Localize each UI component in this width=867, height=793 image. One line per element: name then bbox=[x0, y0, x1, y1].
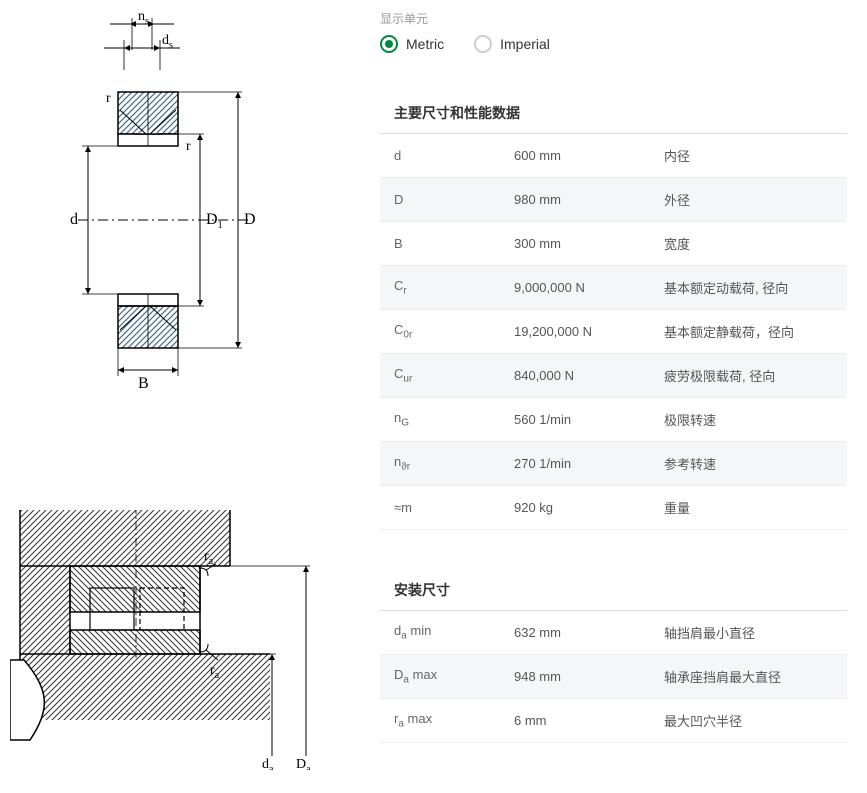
spec-symbol: nϑr bbox=[380, 442, 500, 486]
spec-row: d600 mm内径 bbox=[380, 134, 847, 178]
svg-text:da: da bbox=[262, 757, 274, 770]
spec-description: 基本额定静载荷，径向 bbox=[650, 310, 847, 354]
spec-value: 300 mm bbox=[500, 222, 650, 266]
spec-symbol: Cur bbox=[380, 354, 500, 398]
spec-value: 600 mm bbox=[500, 134, 650, 178]
spec-row: D980 mm外径 bbox=[380, 178, 847, 222]
label-B: B bbox=[138, 375, 149, 390]
unit-label: 显示单元 bbox=[380, 10, 847, 27]
label-r-inner: r bbox=[186, 139, 191, 154]
spec-table: d600 mm内径D980 mm外径B300 mm宽度Cr9,000,000 N… bbox=[380, 134, 847, 530]
spec-description: 轴挡肩最小直径 bbox=[650, 611, 847, 655]
radio-icon bbox=[474, 35, 492, 53]
spec-symbol: ra max bbox=[380, 699, 500, 743]
label-ns: n bbox=[138, 10, 145, 24]
radio-icon bbox=[380, 35, 398, 53]
label-D: D bbox=[244, 211, 256, 228]
unit-selector: Metric Imperial bbox=[380, 35, 847, 53]
spec-value: 560 1/min bbox=[500, 398, 650, 442]
spec-table: da min632 mm轴挡肩最小直径Da max948 mm轴承座挡肩最大直径… bbox=[380, 611, 847, 743]
spec-value: 980 mm bbox=[500, 178, 650, 222]
label-D1-sub: 1 bbox=[218, 220, 223, 231]
spec-description: 宽度 bbox=[650, 222, 847, 266]
label-da-sub: a bbox=[269, 764, 274, 770]
unit-radio-imperial[interactable]: Imperial bbox=[474, 35, 550, 53]
spec-row: nϑr270 1/min参考转速 bbox=[380, 442, 847, 486]
label-ds: d bbox=[162, 33, 169, 48]
spec-value: 920 kg bbox=[500, 486, 650, 530]
spec-symbol: D bbox=[380, 178, 500, 222]
spec-row: B300 mm宽度 bbox=[380, 222, 847, 266]
spec-value: 270 1/min bbox=[500, 442, 650, 486]
spec-section: 主要尺寸和性能数据d600 mm内径D980 mm外径B300 mm宽度Cr9,… bbox=[380, 93, 847, 530]
label-ds-sub: s bbox=[169, 40, 173, 51]
spec-value: 632 mm bbox=[500, 611, 650, 655]
spec-symbol: da min bbox=[380, 611, 500, 655]
spec-symbol: B bbox=[380, 222, 500, 266]
spec-symbol: Cr bbox=[380, 266, 500, 310]
spec-row: ≈m920 kg重量 bbox=[380, 486, 847, 530]
section-title: 主要尺寸和性能数据 bbox=[380, 93, 847, 134]
spec-symbol: ≈m bbox=[380, 486, 500, 530]
label-ra-2-sub: a bbox=[215, 670, 220, 681]
spec-symbol: C0r bbox=[380, 310, 500, 354]
spec-value: 6 mm bbox=[500, 699, 650, 743]
label-ns-sub: s bbox=[145, 16, 149, 27]
label-D1: D bbox=[206, 211, 218, 228]
spec-description: 疲劳极限载荷, 径向 bbox=[650, 354, 847, 398]
spec-description: 外径 bbox=[650, 178, 847, 222]
spec-description: 轴承座挡肩最大直径 bbox=[650, 655, 847, 699]
spec-section: 安装尺寸da min632 mm轴挡肩最小直径Da max948 mm轴承座挡肩… bbox=[380, 570, 847, 743]
unit-radio-metric[interactable]: Metric bbox=[380, 35, 444, 53]
spec-symbol: d bbox=[380, 134, 500, 178]
label-da: d bbox=[262, 757, 269, 770]
spec-row: Da max948 mm轴承座挡肩最大直径 bbox=[380, 655, 847, 699]
spec-row: Cur840,000 N疲劳极限载荷, 径向 bbox=[380, 354, 847, 398]
spec-row: C0r19,200,000 N基本额定静载荷，径向 bbox=[380, 310, 847, 354]
label-ra-1-sub: a bbox=[209, 556, 214, 567]
spec-description: 内径 bbox=[650, 134, 847, 178]
mounting-dimensions-diagram: ra ra da Da bbox=[10, 510, 340, 770]
spec-description: 重量 bbox=[650, 486, 847, 530]
spec-value: 948 mm bbox=[500, 655, 650, 699]
spec-description: 最大凹穴半径 bbox=[650, 699, 847, 743]
spec-symbol: nG bbox=[380, 398, 500, 442]
svg-text:D1: D1 bbox=[206, 211, 223, 231]
bearing-cross-section-diagram: ns ds r r bbox=[10, 10, 270, 390]
spec-symbol: Da max bbox=[380, 655, 500, 699]
label-d: d bbox=[70, 211, 78, 228]
spec-description: 参考转速 bbox=[650, 442, 847, 486]
label-r-top: r bbox=[106, 91, 111, 106]
label-Da-sub: a bbox=[306, 764, 311, 770]
spec-description: 极限转速 bbox=[650, 398, 847, 442]
section-title: 安装尺寸 bbox=[380, 570, 847, 611]
spec-row: da min632 mm轴挡肩最小直径 bbox=[380, 611, 847, 655]
radio-label: Imperial bbox=[500, 36, 550, 52]
radio-label: Metric bbox=[406, 36, 444, 52]
label-Da: D bbox=[296, 757, 306, 770]
spec-value: 840,000 N bbox=[500, 354, 650, 398]
spec-row: ra max6 mm最大凹穴半径 bbox=[380, 699, 847, 743]
spec-description: 基本额定动载荷, 径向 bbox=[650, 266, 847, 310]
spec-row: Cr9,000,000 N基本额定动载荷, 径向 bbox=[380, 266, 847, 310]
spec-value: 9,000,000 N bbox=[500, 266, 650, 310]
spec-value: 19,200,000 N bbox=[500, 310, 650, 354]
svg-text:Da: Da bbox=[296, 757, 311, 770]
spec-row: nG560 1/min极限转速 bbox=[380, 398, 847, 442]
